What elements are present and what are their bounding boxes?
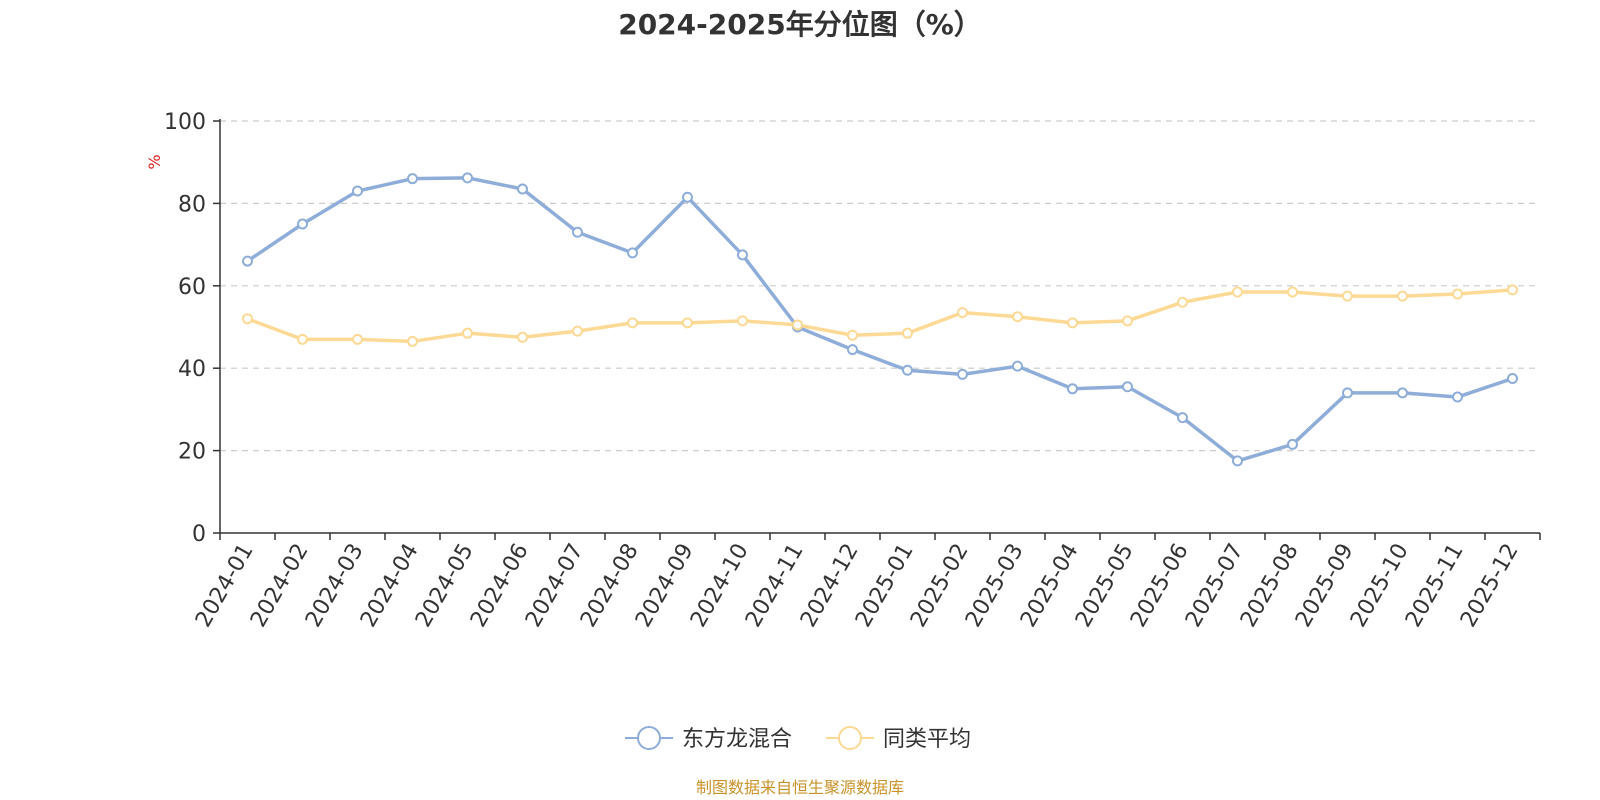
series-2 <box>242 284 1518 347</box>
series-line <box>245 176 1515 463</box>
series-1 <box>242 172 1518 467</box>
data-point <box>352 333 363 345</box>
data-point <box>1122 381 1133 393</box>
series-line <box>245 288 1515 344</box>
data-point <box>1507 284 1518 296</box>
data-point <box>1177 412 1188 424</box>
data-point <box>1177 296 1188 308</box>
data-point <box>242 255 253 267</box>
data-point <box>1232 455 1243 467</box>
data-point <box>627 317 638 329</box>
y-tick-label: 60 <box>178 275 206 300</box>
data-point <box>1012 360 1023 372</box>
data-point <box>682 317 693 329</box>
axes <box>213 119 1541 540</box>
legend-label: 同类平均 <box>883 727 971 752</box>
y-tick-label: 40 <box>178 357 206 382</box>
data-point <box>1342 387 1353 399</box>
data-point <box>462 327 473 339</box>
data-point <box>737 249 748 261</box>
data-point <box>957 368 968 380</box>
data-point <box>902 327 913 339</box>
data-point <box>1232 286 1243 298</box>
y-tick-labels: 0 20 40 60 80 100 <box>164 110 206 547</box>
legend-marker <box>637 726 661 750</box>
data-point <box>352 185 363 197</box>
data-point <box>1452 288 1463 300</box>
series-lines <box>242 172 1518 467</box>
y-tick-label: 0 <box>192 522 206 547</box>
data-point <box>1452 391 1463 403</box>
legend-item-2[interactable]: 同类平均 <box>826 726 971 752</box>
data-point <box>737 315 748 327</box>
gridlines <box>220 120 1540 452</box>
legend[interactable]: 东方龙混合 同类平均 <box>625 726 971 752</box>
data-point <box>407 335 418 347</box>
data-point <box>902 364 913 376</box>
data-point <box>847 329 858 341</box>
data-point <box>627 247 638 259</box>
data-point <box>462 172 473 184</box>
data-point <box>297 333 308 345</box>
data-point <box>297 218 308 230</box>
data-point <box>572 226 583 238</box>
data-point <box>242 313 253 325</box>
y-tick-label: 80 <box>178 192 206 217</box>
data-point <box>957 307 968 319</box>
data-point <box>1397 290 1408 302</box>
data-point <box>1507 373 1518 384</box>
y-tick-label: 100 <box>164 110 206 135</box>
data-point <box>1287 438 1298 450</box>
data-point <box>1342 290 1353 302</box>
data-point <box>517 331 528 343</box>
legend-item-1[interactable]: 东方龙混合 <box>625 726 792 752</box>
data-point <box>572 325 583 337</box>
data-point <box>847 344 858 356</box>
data-point <box>1067 383 1078 395</box>
legend-marker <box>838 726 862 750</box>
data-point <box>1067 317 1078 329</box>
data-point <box>682 191 693 203</box>
data-point <box>1012 311 1023 323</box>
data-point <box>517 183 528 195</box>
data-point <box>1287 286 1298 298</box>
data-point <box>1122 315 1133 327</box>
data-point <box>792 319 803 331</box>
data-point <box>407 173 418 185</box>
chart-title: 2024-2025年分位图（%） <box>618 8 982 41</box>
data-point <box>1397 387 1408 399</box>
source-note: 制图数据来自恒生聚源数据库 <box>696 778 904 797</box>
x-tick-labels: 2024-012024-022024-032024-042024-052024-… <box>191 540 1524 632</box>
legend-label: 东方龙混合 <box>682 727 792 752</box>
y-tick-label: 20 <box>178 440 206 465</box>
y-axis-unit: % <box>145 154 164 169</box>
